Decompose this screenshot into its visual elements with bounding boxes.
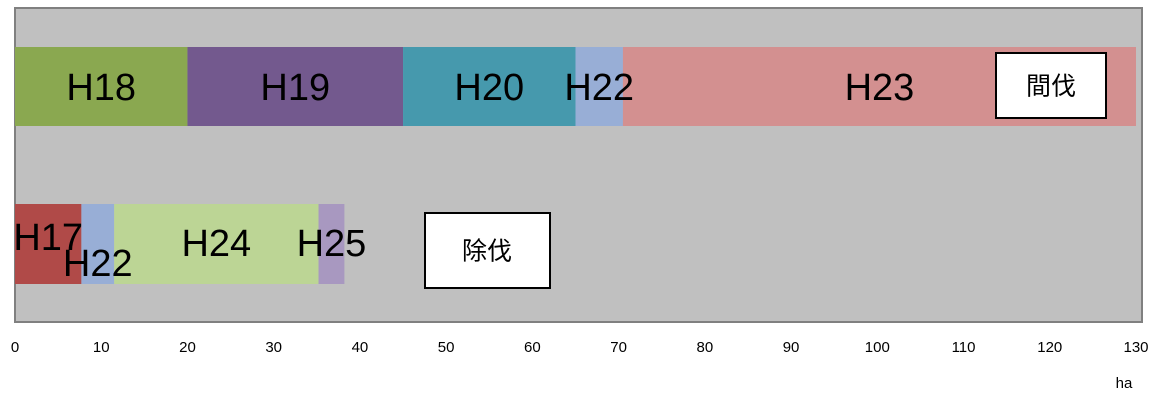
- bar-segment-1-h18: [15, 47, 188, 126]
- x-tick-label-70: 70: [610, 339, 627, 356]
- x-tick-label-40: 40: [352, 339, 369, 356]
- x-tick-label-0: 0: [11, 339, 19, 356]
- x-tick-label-10: 10: [93, 339, 110, 356]
- bar-segment-2-h25: [318, 204, 345, 284]
- segment-label-1-h20: H20: [454, 67, 524, 109]
- x-axis-ticks: 0 10 20 30 40 50 60 70 80 90 100 110 120 130: [11, 339, 1149, 356]
- category-box-1: [995, 52, 1107, 119]
- x-tick-label-60: 60: [524, 339, 541, 356]
- segment-label-1-h18: H18: [66, 67, 136, 109]
- bar-segments: [15, 47, 1136, 284]
- bar-segment-1-h22: [575, 47, 623, 126]
- bar-segment-2-h24: [114, 204, 319, 284]
- x-tick-label-130: 130: [1123, 339, 1148, 356]
- category-box-2: [424, 212, 551, 289]
- segment-label-2-h17: H17: [13, 217, 83, 259]
- bar-segment-1-h19: [187, 47, 404, 126]
- segment-label-1-h23: H23: [845, 67, 915, 109]
- x-axis-unit-label: ha: [1116, 375, 1133, 392]
- segment-label-2-h22: H22: [63, 243, 133, 285]
- segment-label-2-h24: H24: [181, 223, 251, 265]
- segment-label-1-h19: H19: [260, 67, 330, 109]
- x-tick-label-90: 90: [783, 339, 800, 356]
- x-tick-label-110: 110: [952, 339, 976, 356]
- bar-segment-2-h17: [15, 204, 82, 284]
- bar-segment-1-h20: [403, 47, 576, 126]
- x-tick-label-30: 30: [265, 339, 282, 356]
- x-tick-label-20: 20: [179, 339, 196, 356]
- bar-segment-2-h22: [81, 204, 115, 284]
- category-label-2: 除伐: [462, 237, 512, 266]
- x-tick-label-80: 80: [697, 339, 714, 356]
- x-tick-label-120: 120: [1037, 339, 1062, 356]
- segment-label-2-h25: H25: [297, 223, 367, 265]
- category-boxes: 間伐 除伐: [424, 52, 1107, 289]
- x-tick-label-100: 100: [865, 339, 890, 356]
- x-tick-label-50: 50: [438, 339, 455, 356]
- segment-label-1-h22: H22: [564, 67, 634, 109]
- category-label-1: 間伐: [1026, 72, 1076, 101]
